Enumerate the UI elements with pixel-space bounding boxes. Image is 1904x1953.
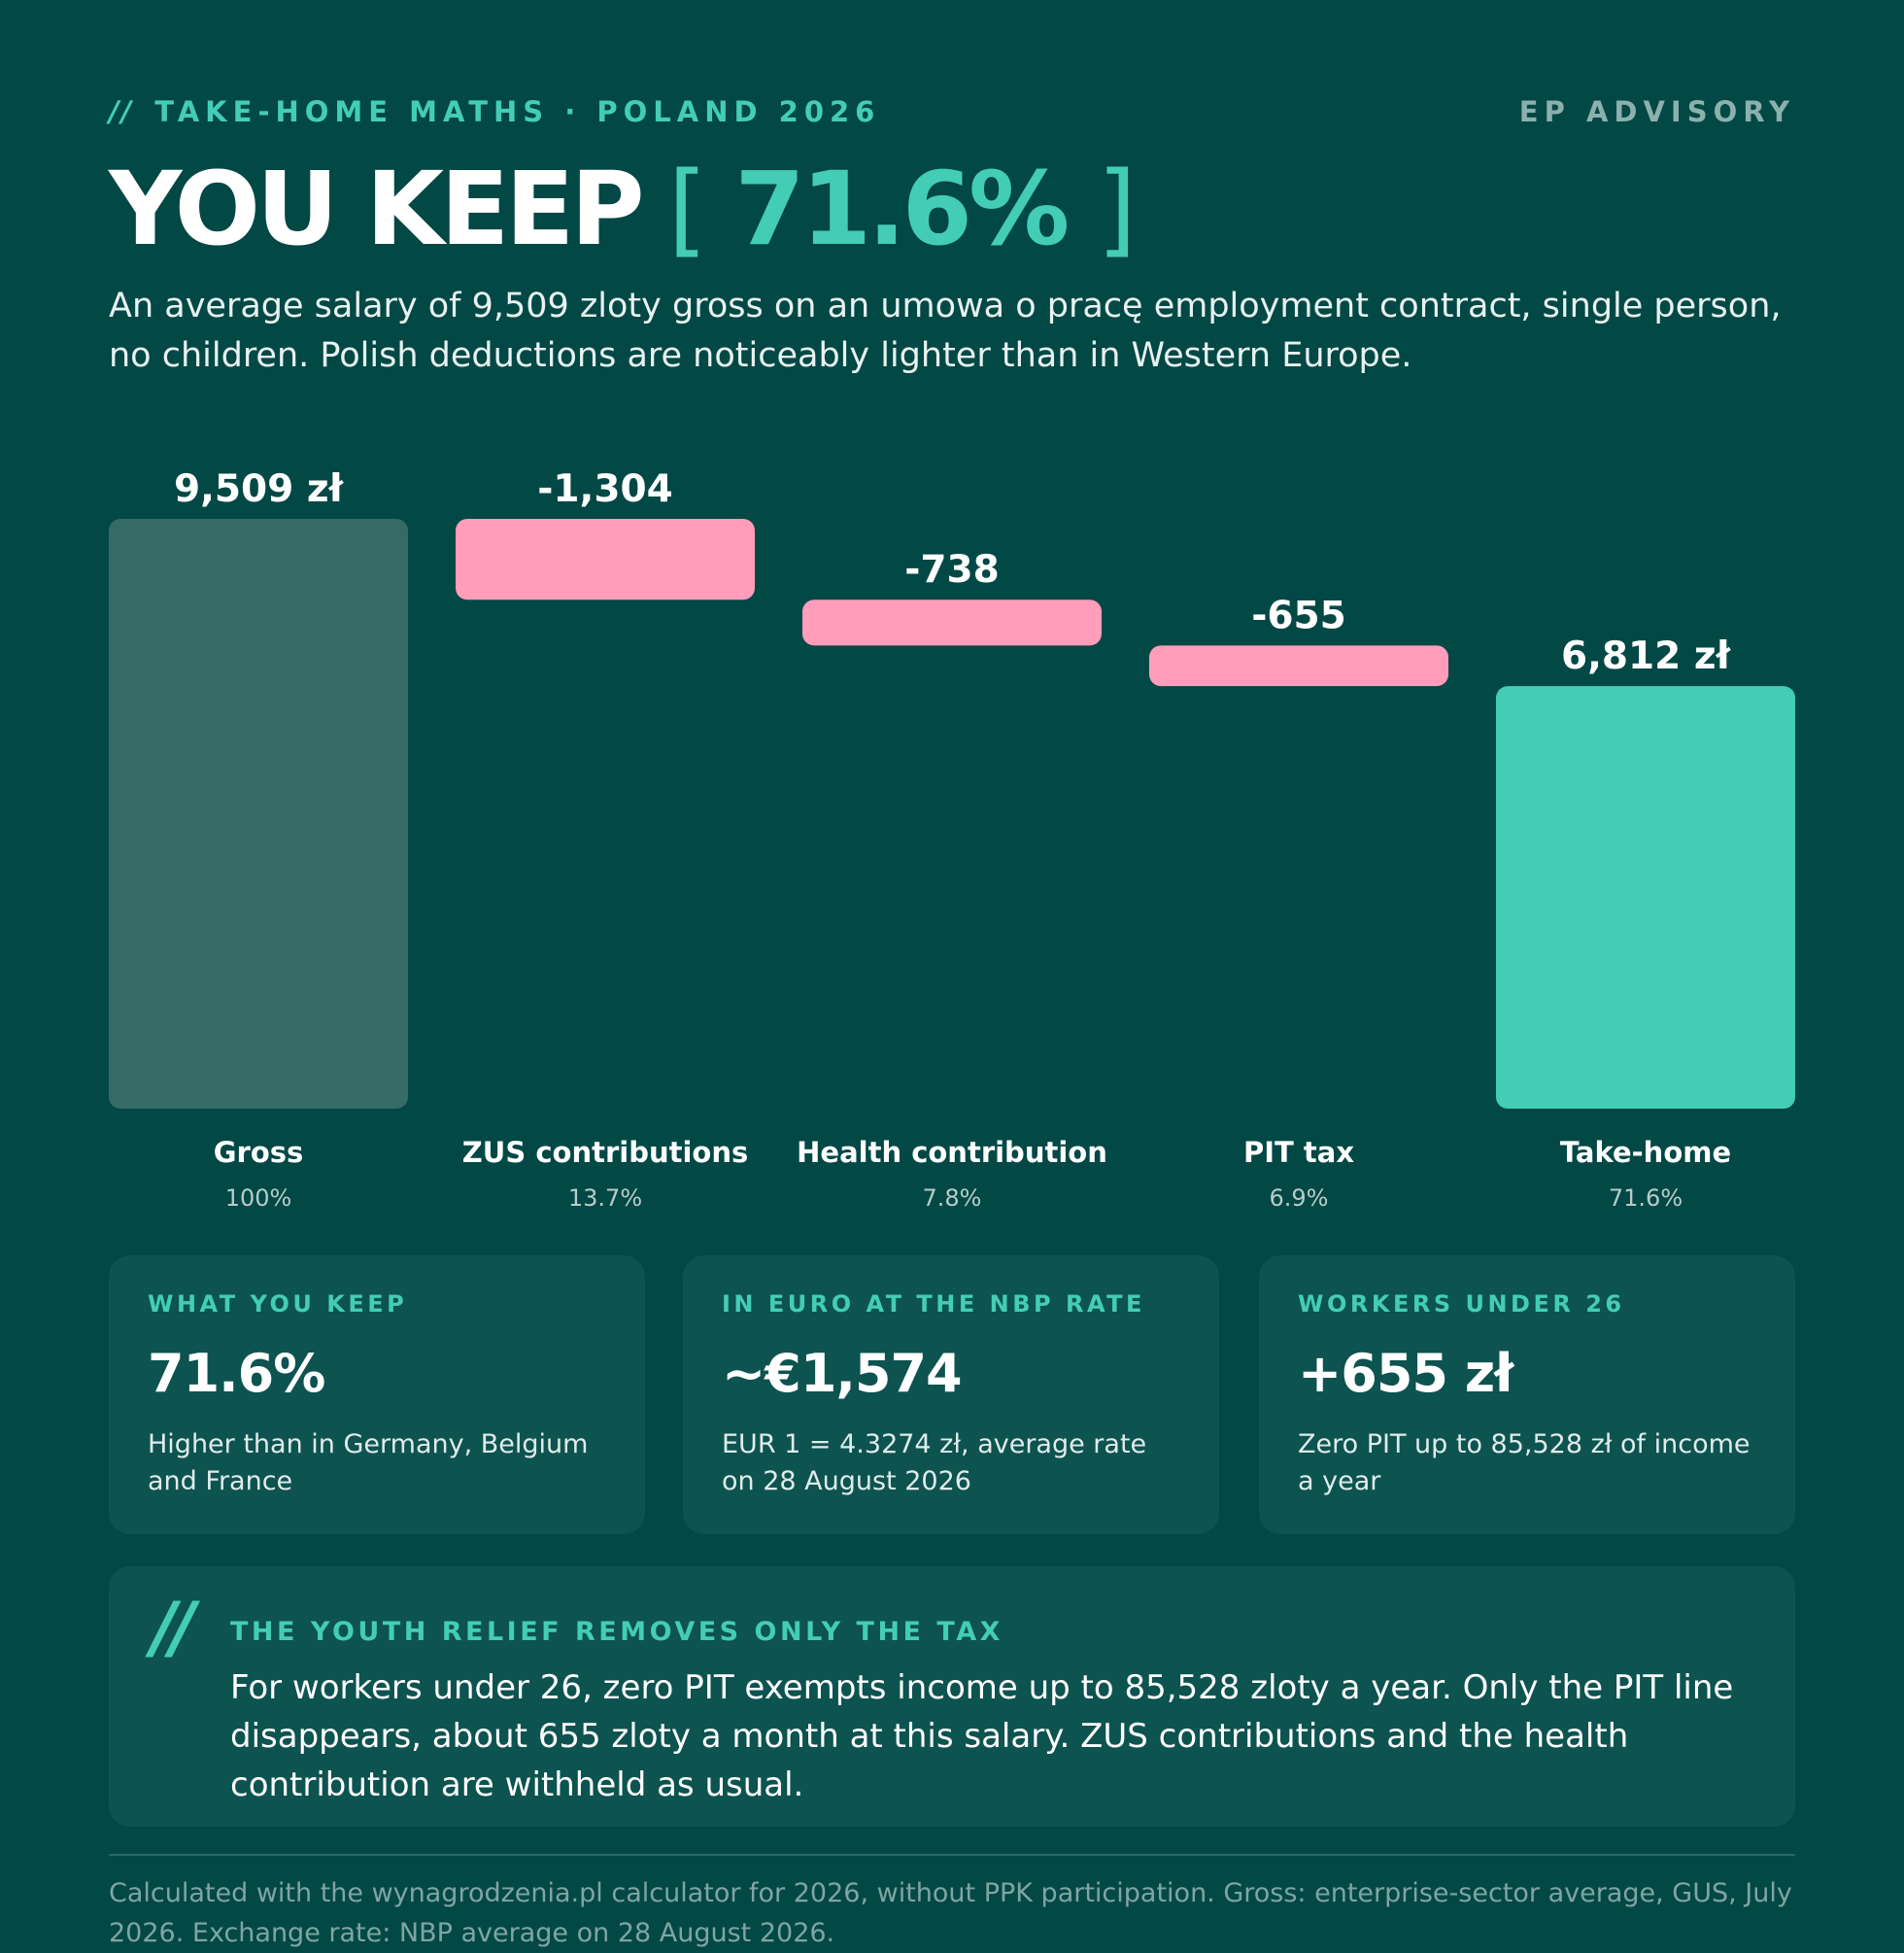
waterfall-chart: 9,509 zł Gross 100% -1,304 ZUS contributions… [109,467,1795,1212]
bar-zus-contributions [456,519,755,600]
brand-logo-text: EP ADVISORY [1518,95,1795,128]
card-value: ~€1,574 [722,1343,963,1404]
category-percent: 7.8% [923,1184,982,1212]
footnote: Calculated with the wynagrodzenia.pl cal… [109,1878,1792,1948]
bar-value-label: -1,304 [537,467,673,511]
headline-value: 71.6% [734,150,1070,268]
headline-bracket-open: [ [667,150,708,268]
category-label: Health contribution [797,1136,1107,1169]
subtitle: An average salary of 9,509 zloty gross o… [109,287,1782,375]
eyebrow-text: TAKE-HOME MATHS · POLAND 2026 [154,95,881,128]
bar-value-label: 9,509 zł [174,467,345,511]
card-title: IN EURO AT THE NBP RATE [722,1290,1145,1318]
stat-cards: WHAT YOU KEEP 71.6% Higher than in Germa… [109,1255,1795,1534]
quote-slash-icon: // [152,1588,195,1667]
card-value: +655 zł [1298,1343,1513,1404]
stat-card-keep: WHAT YOU KEEP 71.6% Higher than in Germa… [109,1255,645,1534]
bar-value-label: 6,812 zł [1561,634,1732,678]
headline: YOU KEEP[ 71.6% ] [109,146,1137,272]
bar-gross [109,519,408,1109]
bar-health-contribution [802,600,1102,646]
callout-title: THE YOUTH RELIEF REMOVES ONLY THE TAX [230,1617,1003,1647]
card-note: EUR 1 = 4.3274 zł, average rate on 28 Au… [722,1429,1147,1496]
youth-relief-callout: // THE YOUTH RELIEF REMOVES ONLY THE TAX… [109,1566,1795,1827]
category-percent: 13.7% [568,1184,642,1212]
card-title: WORKERS UNDER 26 [1298,1290,1625,1318]
category-label: PIT tax [1243,1136,1354,1169]
footer-divider [109,1854,1795,1856]
stat-card-under-26: WORKERS UNDER 26 +655 zł Zero PIT up to … [1259,1255,1795,1534]
category-label: Gross [214,1136,304,1169]
bar-value-label: -738 [904,548,1000,592]
headline-text: YOU KEEP [109,150,645,268]
category-label: Take-home [1560,1136,1731,1169]
slash-mark: // [109,95,134,128]
bar-pit-tax [1149,645,1448,687]
card-note: Zero PIT up to 85,528 zł of income a yea… [1298,1429,1751,1496]
headline-bracket-close: ] [1097,150,1137,268]
bar-value-label: -655 [1251,594,1346,637]
eyebrow: // TAKE-HOME MATHS · POLAND 2026 [109,95,880,128]
bar-take-home [1496,686,1795,1109]
card-note: Higher than in Germany, Belgium and Fran… [148,1429,589,1496]
category-label: ZUS contributions [462,1136,748,1169]
card-value: 71.6% [148,1343,325,1404]
card-title: WHAT YOU KEEP [148,1290,408,1318]
callout-body: For workers under 26, zero PIT exempts i… [230,1668,1734,1804]
category-percent: 100% [225,1184,292,1212]
category-percent: 6.9% [1270,1184,1329,1212]
header-row: // TAKE-HOME MATHS · POLAND 2026 EP ADVIS… [109,95,1795,130]
category-percent: 71.6% [1609,1184,1683,1212]
stat-card-euro: IN EURO AT THE NBP RATE ~€1,574 EUR 1 = … [683,1255,1219,1534]
